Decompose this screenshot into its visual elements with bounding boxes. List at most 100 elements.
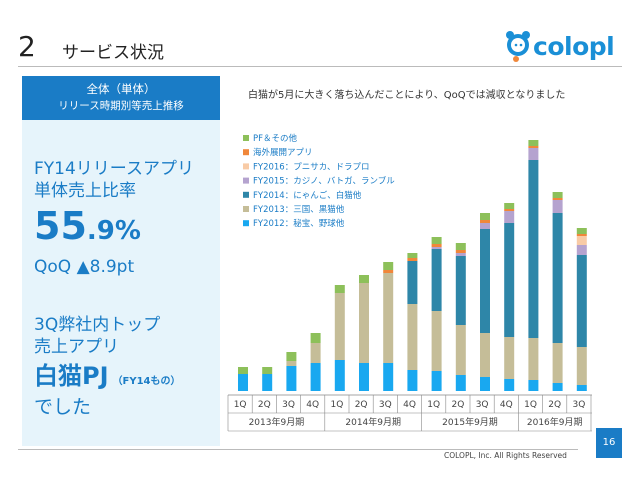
legend-swatch-overseas <box>243 149 249 156</box>
bar-FY2015-13 <box>528 148 539 160</box>
footer-divider <box>18 449 578 450</box>
legend-swatch-FY2013 <box>243 206 249 212</box>
bar-pf-2 <box>262 367 273 374</box>
bar-FY2012-13 <box>528 380 539 391</box>
bar-FY2012-2 <box>262 374 273 391</box>
legend-label-FY2015: FY2015：カジノ、バトガ、ランブル <box>253 176 395 187</box>
bar-pf-11 <box>480 213 490 220</box>
quarter-label-2: 2Q <box>258 400 271 410</box>
period-label-3: 2015年9月期 <box>442 416 498 428</box>
bar-pf-8 <box>407 253 418 258</box>
quarter-label-6: 2Q <box>355 400 368 410</box>
bar-pf-6 <box>359 275 369 283</box>
bar-overseas-13 <box>528 146 539 148</box>
chart-comment: 白猫が5月に大きく落ち込んだことにより、QoQでは減収となりました <box>248 90 566 101</box>
bar-overseas-8 <box>407 258 418 261</box>
bar-FY2013-10 <box>455 325 466 375</box>
bar-FY2014-11 <box>480 229 490 333</box>
quarter-label-15: 3Q <box>572 400 585 410</box>
panel-header-line2: リリース時期別等売上推移 <box>58 100 184 112</box>
bar-overseas-15 <box>576 234 587 236</box>
top-app-label: 3Q弊社内トップ 売上アプリ <box>34 314 160 358</box>
bar-FY2014-15 <box>576 255 587 347</box>
bar-overseas-9 <box>431 244 442 247</box>
bar-FY2014-10 <box>455 256 466 325</box>
bar-overseas-7 <box>383 270 394 273</box>
bar-overseas-11 <box>480 220 490 223</box>
legend-swatch-FY2016 <box>243 163 249 170</box>
bar-FY2012-1 <box>238 374 248 391</box>
bar-FY2014-14 <box>552 213 563 343</box>
bar-FY2013-3 <box>286 361 297 366</box>
bar-pf-3 <box>286 352 297 361</box>
top-app-ending: でした <box>34 396 92 418</box>
bar-pf-9 <box>431 237 442 244</box>
quarter-label-10: 2Q <box>451 400 464 410</box>
legend-label-FY2014: FY2014：にゃんご、白猫他 <box>253 190 362 201</box>
bar-overseas-10 <box>455 250 466 253</box>
bar-pf-4 <box>310 333 321 343</box>
bar-FY2013-6 <box>359 283 369 363</box>
quarter-label-14: 2Q <box>548 400 561 410</box>
bar-FY2013-7 <box>383 273 394 363</box>
quarter-label-9: 1Q <box>427 400 440 410</box>
bar-pf-7 <box>383 262 394 270</box>
legend-label-FY2013: FY2013：三国、黒猫他 <box>253 204 345 215</box>
bar-pf-14 <box>552 192 563 198</box>
bar-pf-15 <box>576 228 587 234</box>
top-line1: 3Q弊社内トップ <box>34 315 161 335</box>
bar-FY2013-12 <box>504 337 515 379</box>
summary-panel-header: 全体（単体） リリース時期別等売上推移 <box>22 76 220 120</box>
bar-FY2012-12 <box>504 379 515 391</box>
legend-label-FY2012: FY2012：秘宝、野球他 <box>253 218 345 229</box>
bar-pf-13 <box>528 140 539 146</box>
top-line2: 売上アプリ <box>34 337 119 357</box>
copyright: COLOPL, Inc. All Rights Reserved <box>444 451 567 460</box>
bar-FY2015-9 <box>431 247 442 249</box>
bar-FY2014-9 <box>431 249 442 311</box>
legend-label-FY2016: FY2016：プニサカ、ドラプロ <box>253 162 370 172</box>
bar-FY2012-7 <box>383 363 394 391</box>
bar-FY2013-9 <box>431 311 442 371</box>
bar-FY2014-13 <box>528 160 539 338</box>
quarter-label-8: 4Q <box>403 400 416 410</box>
quarter-label-7: 3Q <box>379 400 392 410</box>
bar-FY2012-6 <box>359 363 369 391</box>
fy14-ratio-value: 55.9% <box>34 204 141 248</box>
bar-FY2012-9 <box>431 371 442 391</box>
colopl-logo: colopl <box>505 30 625 64</box>
top-app-name: 白猫PJ （FY14もの） <box>34 356 181 391</box>
bar-FY2013-5 <box>334 293 345 360</box>
bar-FY2016-15 <box>576 236 587 245</box>
bar-FY2013-15 <box>576 347 587 385</box>
bar-FY2012-5 <box>334 360 345 391</box>
bar-FY2012-15 <box>576 385 587 391</box>
period-label-4: 2016年9月期 <box>527 416 583 428</box>
quarter-label-11: 3Q <box>476 400 489 410</box>
ratio-integer: 55 <box>34 204 87 248</box>
bar-FY2015-12 <box>504 211 515 223</box>
fy14-ratio-label: FY14リリースアプリ 単体売上比率 <box>34 158 194 202</box>
qoq-change: QoQ ▲8.9pt <box>34 257 135 277</box>
title-divider <box>18 66 622 67</box>
fy14-line2: 単体売上比率 <box>34 181 136 201</box>
legend-swatch-FY2014 <box>243 191 249 198</box>
top-app-title: 白猫PJ <box>34 362 109 390</box>
bar-pf-1 <box>238 367 248 374</box>
bar-FY2012-14 <box>552 383 563 391</box>
bar-FY2013-11 <box>480 333 490 377</box>
section-number: 2 <box>18 30 36 63</box>
bar-FY2015-15 <box>576 245 587 255</box>
ratio-decimal: .9% <box>86 216 141 246</box>
legend-label-pf: PF＆その他 <box>253 133 298 144</box>
bar-pf-12 <box>504 203 515 209</box>
quarter-label-4: 4Q <box>306 400 319 410</box>
legend-swatch-FY2012 <box>243 220 249 227</box>
legend-label-overseas: 海外展開アプリ <box>253 147 313 158</box>
quarter-label-13: 1Q <box>524 400 537 410</box>
quarter-label-5: 1Q <box>330 400 343 410</box>
bar-FY2014-12 <box>504 223 515 337</box>
logo-text: colopl <box>533 32 615 61</box>
top-app-note: （FY14もの） <box>112 376 181 387</box>
